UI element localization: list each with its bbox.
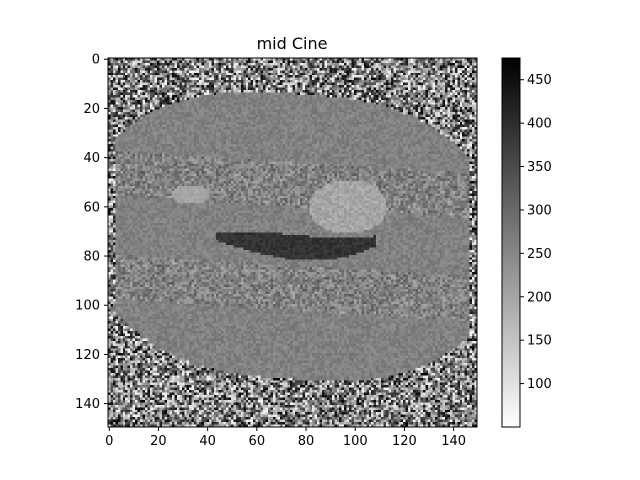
colorbar-tick-label: 400 <box>527 117 552 132</box>
colorbar-axis: 100 150 200 250 300 350 400 450 <box>520 73 552 392</box>
y-axis: 0 20 40 60 80 100 120 140 <box>75 53 108 412</box>
colorbar-tick-label: 350 <box>527 160 552 175</box>
x-tick-label: 80 <box>298 434 315 449</box>
y-tick-label: 20 <box>83 102 100 117</box>
x-tick-label: 0 <box>105 434 113 449</box>
colorbar-tick-label: 200 <box>527 290 552 305</box>
chart-title: mid Cine <box>257 34 328 53</box>
y-tick-label: 140 <box>75 397 100 412</box>
colorbar-tick-label: 450 <box>527 73 552 88</box>
axes-frame <box>107 57 478 428</box>
x-tick-label: 140 <box>441 434 466 449</box>
y-tick-label: 100 <box>75 299 100 314</box>
x-tick-label: 40 <box>199 434 216 449</box>
x-axis: 0 20 40 60 80 100 120 140 <box>105 427 466 449</box>
colorbar-tick-label: 300 <box>527 203 552 218</box>
x-tick-label: 100 <box>343 434 368 449</box>
y-tick-label: 0 <box>92 53 100 68</box>
y-tick-label: 60 <box>83 200 100 215</box>
colorbar-tick-label: 150 <box>527 334 552 349</box>
y-tick-label: 80 <box>83 250 100 265</box>
x-tick-label: 120 <box>392 434 417 449</box>
heatmap-pixels <box>108 58 477 427</box>
heatmap-image <box>108 58 477 427</box>
colorbar <box>501 57 521 428</box>
y-tick-label: 40 <box>83 151 100 166</box>
colorbar-tick-label: 100 <box>527 377 552 392</box>
x-tick-label: 20 <box>150 434 167 449</box>
x-tick-label: 60 <box>249 434 266 449</box>
y-tick-label: 120 <box>75 348 100 363</box>
colorbar-tick-label: 250 <box>527 247 552 262</box>
